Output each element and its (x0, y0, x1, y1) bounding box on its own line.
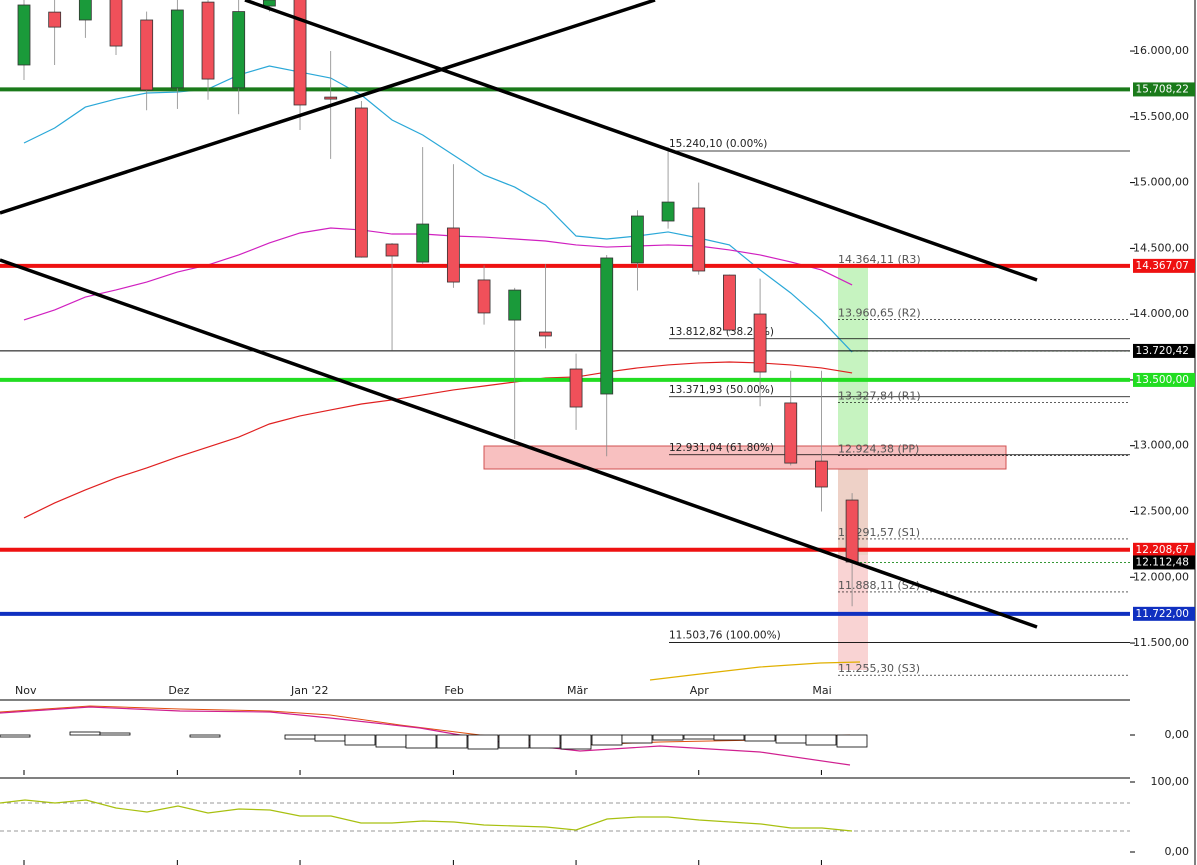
indicator-line (0, 706, 851, 766)
y-tick-label: 15.000,00 (1133, 176, 1189, 189)
level-tag (1133, 372, 1195, 387)
candle-body (446, 227, 460, 283)
candle-body (48, 11, 62, 28)
pivot-label: 12.924,38 (PP) (838, 443, 919, 456)
candle-body (232, 11, 246, 89)
candle-body (845, 499, 859, 563)
candle-body (784, 402, 798, 464)
level-tag (1133, 82, 1195, 97)
panel-tick-label: 100,00 (1151, 775, 1190, 788)
price-panel: 15.240,10 (0.00%) 13.812,82 (38.20%) 13.37… (0, 0, 1130, 676)
fib-label: 15.240,10 (0.00%) (669, 138, 767, 150)
x-tick-label: Mai (812, 684, 831, 697)
x-tick-label: Mär (567, 684, 588, 697)
level-label: 14.367,07 (1136, 260, 1189, 272)
candle-body (78, 0, 92, 21)
y-tick-label: 15.500,00 (1133, 110, 1189, 123)
level-label: 12.112,48 (1136, 556, 1189, 568)
panel-tick-label: 0,00 (1165, 845, 1190, 858)
x-tick-label: Dez (168, 684, 189, 697)
candle-body (723, 274, 736, 331)
fib-label: 12.931,04 (61.80%) (669, 442, 774, 454)
candle-body (631, 215, 644, 264)
level-label: 13.720,42 (1136, 345, 1189, 357)
moving-average (23, 361, 853, 519)
level-tag (1133, 542, 1195, 557)
candle-body (293, 0, 307, 106)
level-tag (1133, 555, 1195, 570)
fib-label: 11.503,76 (100.00%) (669, 630, 781, 642)
y-tick-label: 13.000,00 (1133, 439, 1189, 452)
x-tick-label: Feb (444, 684, 463, 697)
pivot-label: 12.291,57 (S1) (838, 526, 920, 539)
pivot-label: 11.888,11 (S2) (838, 579, 920, 592)
y-tick-label: 12.000,00 (1133, 570, 1189, 583)
stochastic-line (0, 799, 853, 832)
level-label: 11.722,00 (1136, 608, 1189, 620)
candle-body (324, 96, 338, 100)
trend-line (0, 0, 656, 215)
candle-body (416, 223, 430, 263)
candle-body (569, 368, 583, 408)
pivot-label: 14.364,11 (R3) (838, 253, 921, 266)
level-label: 13.500,00 (1136, 374, 1189, 386)
candle-body (385, 243, 399, 257)
x-tick-label: Apr (690, 684, 710, 697)
indicator-line (0, 705, 851, 746)
moving-average (23, 65, 853, 353)
zone-box (483, 445, 1007, 470)
trend-line (244, 0, 1038, 282)
histogram (0, 731, 868, 750)
candle-body (661, 201, 675, 222)
candle-body (201, 1, 215, 80)
trend-line (0, 258, 1038, 629)
level-label: 12.208,67 (1136, 544, 1189, 556)
panel-tick-label: 0,00 (1165, 728, 1190, 741)
candle-body (140, 19, 154, 91)
pivot-label: 13.960,65 (R2) (838, 306, 921, 319)
pivot-label: 11.255,30 (S3) (838, 662, 920, 675)
moving-average (23, 227, 853, 321)
fib-label: 13.812,82 (38.20%) (669, 326, 774, 338)
long-average (649, 661, 861, 681)
candle-body (17, 4, 31, 66)
candle-body (477, 279, 491, 314)
candle-body (354, 107, 368, 258)
candle-body (508, 289, 522, 321)
y-tick-label: 11.500,00 (1133, 636, 1189, 649)
candle-body (815, 460, 828, 488)
candle-body (600, 257, 614, 395)
x-tick-label: Jan '22 (290, 684, 328, 697)
x-tick-label: Nov (15, 684, 37, 697)
y-tick-label: 14.000,00 (1133, 307, 1189, 320)
candle-body (262, 0, 276, 7)
level-tag (1133, 343, 1195, 358)
level-tag (1133, 258, 1195, 273)
candle-body (109, 0, 123, 47)
fib-label: 13.371,93 (50.00%) (669, 384, 774, 396)
candle-body (538, 331, 552, 337)
y-tick-label: 16.000,00 (1133, 44, 1189, 57)
candle-body (170, 9, 184, 89)
level-label: 15.708,22 (1136, 83, 1189, 95)
level-tag (1133, 606, 1195, 621)
candle-body (692, 207, 706, 272)
pivot-label: 13.327,84 (R1) (838, 390, 921, 403)
candle-body (753, 313, 767, 373)
y-tick-label: 14.500,00 (1133, 241, 1189, 254)
y-tick-label: 12.500,00 (1133, 504, 1189, 517)
